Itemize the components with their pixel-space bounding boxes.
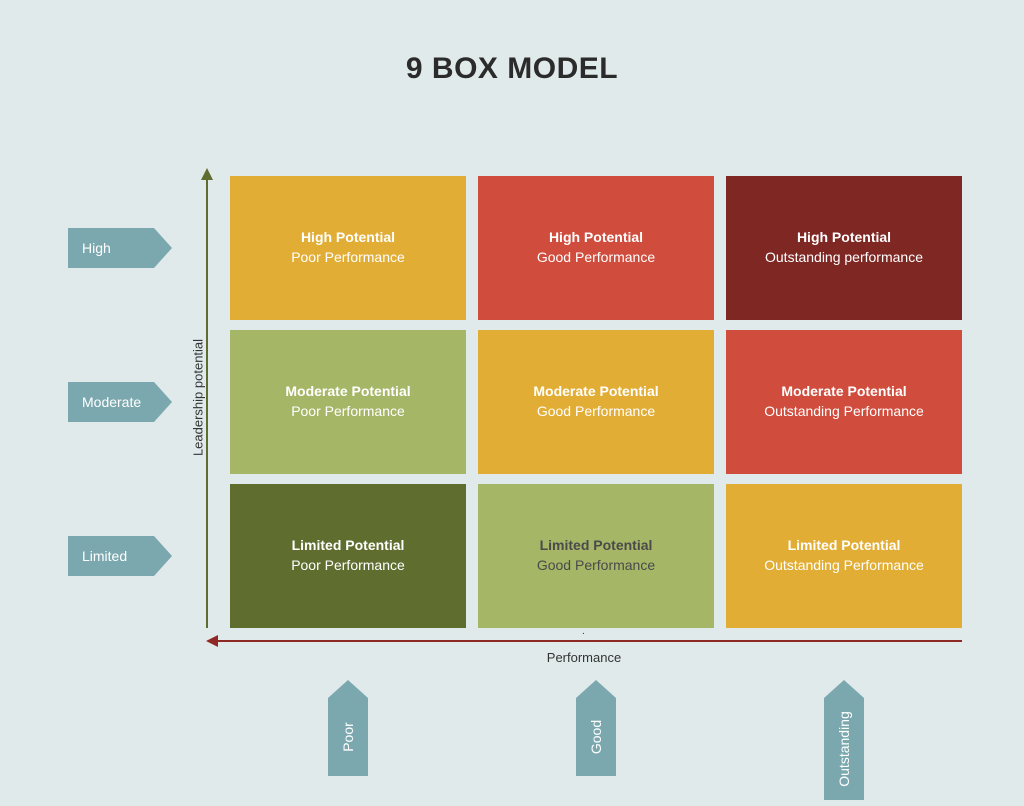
cell-line2: Good Performance — [537, 248, 655, 268]
cell-2-0: Limited PotentialPoor Performance — [230, 484, 466, 628]
cell-line2: Good Performance — [537, 402, 655, 422]
cell-line1: Moderate Potential — [285, 382, 410, 402]
cell-1-0: Moderate PotentialPoor Performance — [230, 330, 466, 474]
cell-line1: Moderate Potential — [781, 382, 906, 402]
row-tag-label: Limited — [82, 548, 127, 564]
row-tag-label: High — [82, 240, 111, 256]
cell-1-2: Moderate PotentialOutstanding Performanc… — [726, 330, 962, 474]
cell-line1: Moderate Potential — [533, 382, 658, 402]
cell-0-1: High PotentialGood Performance — [478, 176, 714, 320]
col-tag-poor: Poor — [328, 698, 368, 776]
cell-2-1: Limited PotentialGood Performance — [478, 484, 714, 628]
col-tag-good: Good — [576, 698, 616, 776]
x-axis-label: Performance — [534, 650, 634, 665]
cell-line1: Limited Potential — [788, 536, 901, 556]
row-tag-limited: Limited — [68, 536, 154, 576]
cell-line2: Outstanding Performance — [764, 402, 924, 422]
cell-line1: High Potential — [301, 228, 395, 248]
cell-line1: Limited Potential — [540, 536, 653, 556]
cell-line2: Outstanding Performance — [764, 556, 924, 576]
cell-line1: High Potential — [549, 228, 643, 248]
cell-line2: Poor Performance — [291, 402, 405, 422]
nine-box-canvas: 9 BOX MODEL Leadership potential . Perfo… — [0, 0, 1024, 806]
row-tag-moderate: Moderate — [68, 382, 154, 422]
row-tag-high: High — [68, 228, 154, 268]
y-axis-arrowhead — [201, 168, 213, 180]
row-tag-label: Moderate — [82, 394, 141, 410]
col-tag-label: Outstanding — [836, 711, 852, 787]
cell-line1: Limited Potential — [292, 536, 405, 556]
cell-line1: High Potential — [797, 228, 891, 248]
y-axis-shaft — [206, 178, 208, 628]
col-tag-label: Poor — [340, 722, 356, 752]
cell-line2: Good Performance — [537, 556, 655, 576]
cell-1-1: Moderate PotentialGood Performance — [478, 330, 714, 474]
col-tag-outstanding: Outstanding — [824, 698, 864, 800]
cell-line2: Poor Performance — [291, 556, 405, 576]
x-axis-shaft — [216, 640, 962, 642]
cell-line2: Outstanding performance — [765, 248, 923, 268]
chart-title: 9 BOX MODEL — [0, 52, 1024, 86]
y-axis-label: Leadership potential — [191, 328, 206, 468]
cell-2-2: Limited PotentialOutstanding Performance — [726, 484, 962, 628]
col-tag-label: Good — [588, 720, 604, 754]
cell-0-0: High PotentialPoor Performance — [230, 176, 466, 320]
x-axis-arrowhead — [206, 635, 218, 647]
cell-line2: Poor Performance — [291, 248, 405, 268]
cell-0-2: High PotentialOutstanding performance — [726, 176, 962, 320]
